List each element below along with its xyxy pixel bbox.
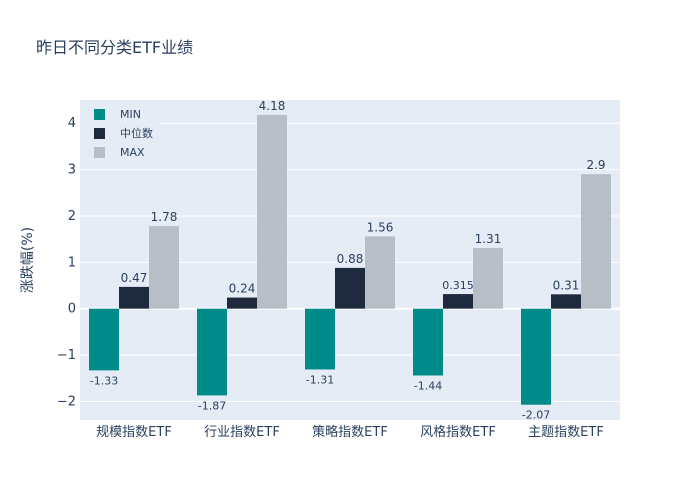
data-label: -1.87 [198, 399, 226, 412]
data-label: -2.07 [522, 409, 550, 422]
data-label: 1.78 [151, 210, 178, 224]
data-label: -1.31 [306, 373, 334, 386]
x-category-label: 规模指数ETF [96, 425, 172, 440]
y-tick-label: 2 [68, 209, 76, 224]
bar[interactable] [305, 308, 335, 370]
data-label: -1.33 [90, 374, 118, 387]
bar[interactable] [149, 226, 179, 309]
bar[interactable] [197, 308, 227, 396]
legend-swatch [94, 147, 105, 158]
bar[interactable] [227, 297, 257, 309]
bar[interactable] [335, 267, 365, 309]
bar[interactable] [413, 308, 443, 376]
legend-background [80, 100, 161, 167]
legend-swatch [94, 128, 105, 139]
y-tick-label: −2 [57, 394, 76, 409]
data-label: 0.88 [337, 252, 364, 266]
legend-swatch [94, 109, 105, 120]
x-category-label: 主题指数ETF [528, 425, 604, 440]
data-label: 1.31 [475, 232, 502, 246]
chart-title: 昨日不同分类ETF业绩 [36, 38, 194, 57]
bar[interactable] [257, 114, 287, 309]
bar[interactable] [551, 294, 581, 309]
x-axis-categories: 规模指数ETF 行业指数ETF 策略指数ETF 风格指数ETF 主题指数ETF [96, 424, 604, 440]
y-tick-label: 3 [68, 163, 76, 178]
y-tick-label: −1 [57, 348, 76, 363]
legend[interactable]: MIN 中位数 MAX [80, 100, 161, 167]
y-tick-label: 1 [68, 255, 76, 270]
data-label: 0.47 [121, 271, 148, 285]
data-label: 1.56 [367, 220, 394, 234]
data-label: 2.9 [586, 158, 605, 172]
data-labels: -1.33 0.47 1.78 -1.87 0.24 4.18 -1.31 0.88 1.56 -… [90, 99, 606, 422]
bars [89, 114, 611, 405]
legend-label: MIN [120, 108, 141, 121]
data-label: -1.44 [414, 379, 442, 392]
bar[interactable] [365, 236, 395, 309]
bar[interactable] [443, 294, 473, 309]
bar[interactable] [581, 174, 611, 309]
data-label: 0.31 [553, 278, 580, 292]
data-label: 0.315 [442, 279, 474, 292]
y-tick-label: 0 [68, 302, 76, 317]
bar[interactable] [89, 308, 119, 371]
bar[interactable] [521, 308, 551, 405]
y-axis-ticks: −2 −1 0 1 2 3 4 [57, 116, 76, 409]
x-category-label: 风格指数ETF [420, 424, 496, 440]
legend-label: MAX [120, 146, 145, 159]
bar[interactable] [473, 247, 503, 309]
legend-label: 中位数 [120, 126, 153, 140]
x-category-label: 策略指数ETF [312, 424, 388, 440]
bar[interactable] [119, 286, 149, 309]
y-tick-label: 4 [68, 116, 76, 131]
y-axis-label: 涨跌幅(%) [20, 227, 36, 293]
data-label: 4.18 [259, 99, 286, 113]
data-label: 0.24 [229, 282, 256, 296]
x-category-label: 行业指数ETF [204, 425, 280, 440]
